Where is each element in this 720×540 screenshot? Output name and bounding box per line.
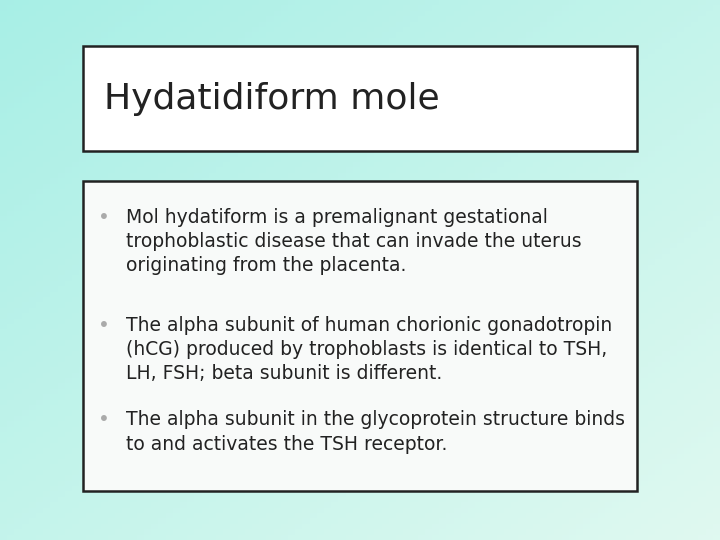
FancyBboxPatch shape: [83, 181, 637, 491]
Text: The alpha subunit in the glycoprotein structure binds
to and activates the TSH r: The alpha subunit in the glycoprotein st…: [126, 410, 625, 454]
FancyBboxPatch shape: [83, 46, 637, 151]
Text: •: •: [99, 316, 110, 335]
Text: Hydatidiform mole: Hydatidiform mole: [104, 82, 440, 116]
Text: Mol hydatiform is a premalignant gestational
trophoblastic disease that can inva: Mol hydatiform is a premalignant gestati…: [126, 208, 582, 275]
Text: The alpha subunit of human chorionic gonadotropin
(hCG) produced by trophoblasts: The alpha subunit of human chorionic gon…: [126, 316, 612, 383]
Text: •: •: [99, 410, 110, 429]
Text: •: •: [99, 208, 110, 227]
